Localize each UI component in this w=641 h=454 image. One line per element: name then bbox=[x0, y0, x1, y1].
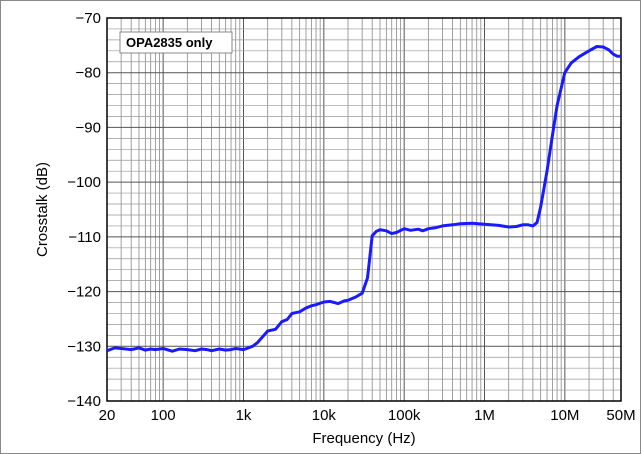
crosstalk-series-line bbox=[106, 45, 621, 353]
y-tick-label: −110 bbox=[68, 229, 101, 246]
y-tick-label: −100 bbox=[67, 174, 101, 191]
x-tick-label: 10M bbox=[550, 407, 579, 424]
plot-area bbox=[106, 17, 622, 402]
y-tick-label: −120 bbox=[67, 284, 101, 301]
x-tick-label: 100 bbox=[151, 407, 176, 424]
x-tick-label: 50M bbox=[606, 407, 635, 424]
annotation-box: OPA2835 only bbox=[119, 31, 233, 54]
y-tick-label: −80 bbox=[76, 65, 101, 82]
x-tick-label: 1M bbox=[474, 407, 495, 424]
x-tick-label: 1k bbox=[236, 407, 252, 424]
y-tick-label: −140 bbox=[67, 393, 101, 410]
x-tick-label: 10k bbox=[312, 407, 337, 424]
y-tick-label: −90 bbox=[76, 119, 101, 136]
x-tick-label: 100k bbox=[388, 407, 421, 424]
grid bbox=[107, 18, 621, 401]
x-axis-title: Frequency (Hz) bbox=[312, 430, 415, 447]
y-tick-label: −70 bbox=[76, 10, 101, 27]
annotation-label: OPA2835 only bbox=[126, 35, 213, 50]
x-tick-label: 20 bbox=[99, 407, 116, 424]
y-tick-label: −130 bbox=[67, 338, 101, 355]
y-axis-title: Crosstalk (dB) bbox=[34, 162, 51, 257]
